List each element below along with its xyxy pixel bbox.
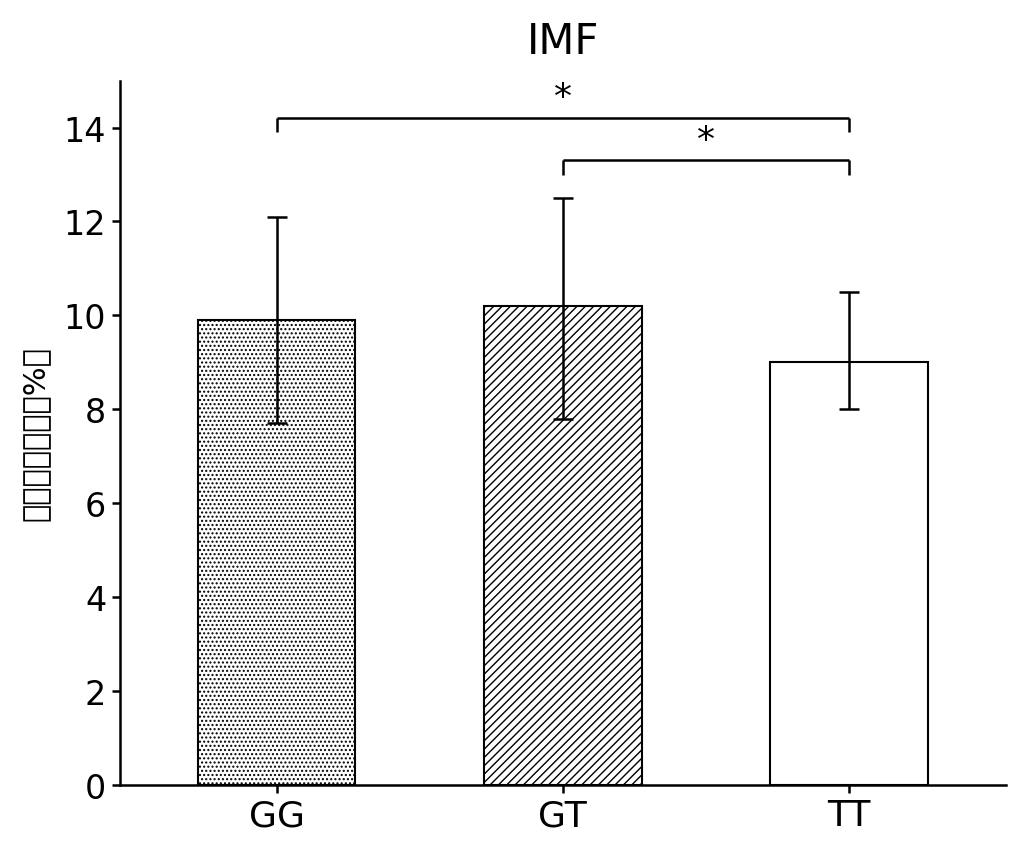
Text: *: * xyxy=(554,81,572,115)
Bar xyxy=(770,363,927,785)
Y-axis label: 肌内脂肪含量（%）: 肌内脂肪含量（%） xyxy=(21,346,50,520)
Text: *: * xyxy=(697,124,715,158)
Bar xyxy=(484,306,642,785)
Title: IMF: IMF xyxy=(527,20,599,63)
Bar xyxy=(198,321,355,785)
